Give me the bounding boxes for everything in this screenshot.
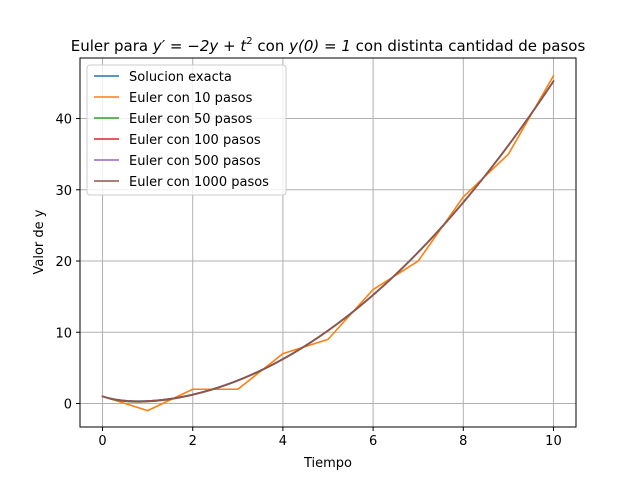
axes-frame (79, 57, 577, 428)
y-tick-label: 10 (55, 326, 72, 341)
x-tick-label: 6 (369, 434, 377, 449)
x-tick-label: 10 (545, 434, 562, 449)
x-tick-label: 0 (98, 434, 106, 449)
y-tick-label: 30 (55, 184, 72, 199)
x-axis-label: Tiempo (303, 456, 352, 471)
x-tick-label: 2 (189, 434, 197, 449)
legend-label: Euler con 10 pasos (129, 91, 253, 106)
title-equation: y′ = −2y + t (152, 37, 247, 55)
x-axis-ticks: 0 2 4 6 8 10 (98, 427, 562, 449)
y-tick-label: 20 (55, 255, 72, 270)
chart-title: Euler para y′ = −2y + t2 con y(0) = 1 co… (71, 36, 586, 55)
title-exponent: 2 (246, 36, 252, 47)
grid (80, 58, 576, 427)
series-line-2 (101, 74, 555, 412)
series-line-6 (101, 80, 555, 403)
title-middle: con (253, 37, 289, 55)
title-suffix: con distinta cantidad de pasos (351, 37, 586, 55)
series-layer (101, 74, 555, 412)
title-prefix: Euler para (71, 37, 153, 55)
y-tick-label: 0 (64, 397, 72, 412)
legend-label: Euler con 100 pasos (129, 133, 261, 148)
x-tick-label: 4 (279, 434, 287, 449)
legend-frame (86, 64, 287, 196)
legend-label: Euler con 1000 pasos (129, 175, 269, 190)
legend-label: Euler con 50 pasos (129, 112, 253, 127)
x-tick-label: 8 (459, 434, 467, 449)
legend-label: Solucion exacta (129, 70, 232, 85)
legend-label: Euler con 500 pasos (129, 154, 261, 169)
legend: Solucion exacta Euler con 10 pasos Euler c… (86, 64, 287, 196)
title-initial-condition: y(0) = 1 (288, 37, 351, 55)
y-axis-ticks: 0 10 20 30 40 (55, 113, 80, 412)
y-axis-label: Valor de y (32, 209, 47, 274)
y-tick-label: 40 (55, 113, 72, 128)
